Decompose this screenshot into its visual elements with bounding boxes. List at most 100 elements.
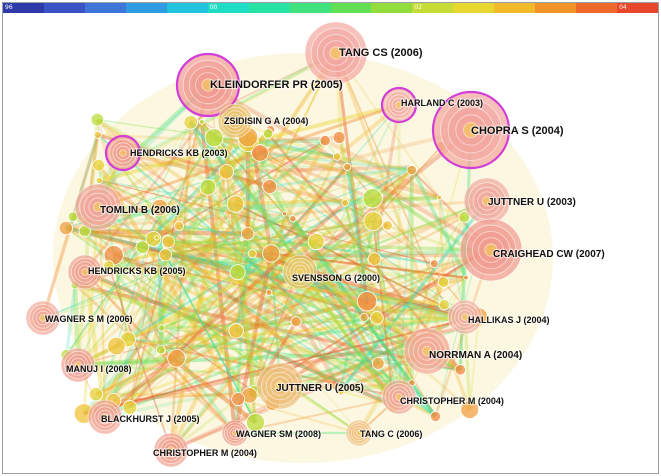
minor-node[interactable] bbox=[436, 195, 442, 201]
minor-node[interactable] bbox=[156, 344, 166, 355]
minor-node[interactable] bbox=[336, 387, 345, 396]
minor-node[interactable] bbox=[290, 316, 302, 328]
citation-edge bbox=[111, 186, 210, 402]
node-tang-c-2006[interactable] bbox=[345, 419, 373, 447]
minor-node[interactable] bbox=[343, 162, 352, 171]
node-ring bbox=[93, 201, 104, 212]
node-ring bbox=[461, 313, 469, 321]
minor-node[interactable] bbox=[58, 221, 74, 236]
minor-node[interactable] bbox=[307, 233, 325, 251]
citation-edge bbox=[113, 253, 297, 324]
minor-node[interactable] bbox=[204, 128, 224, 148]
node-juttner-u-2003[interactable] bbox=[463, 177, 511, 225]
minor-node[interactable] bbox=[245, 412, 265, 432]
minor-node[interactable] bbox=[161, 235, 175, 249]
citation-edge bbox=[128, 252, 254, 409]
citation-edge bbox=[108, 265, 238, 273]
minor-node[interactable] bbox=[454, 364, 467, 376]
minor-node[interactable] bbox=[90, 112, 105, 127]
node-christopher-m-2004a[interactable] bbox=[381, 379, 417, 415]
minor-node[interactable] bbox=[281, 211, 288, 217]
minor-node[interactable] bbox=[262, 128, 274, 139]
node-hendricks-kb-2005[interactable] bbox=[67, 254, 103, 290]
citation-edge bbox=[235, 299, 368, 333]
minor-node[interactable] bbox=[150, 198, 169, 217]
citation-edge bbox=[398, 216, 466, 398]
minor-node[interactable] bbox=[265, 289, 273, 296]
minor-node[interactable] bbox=[229, 264, 246, 281]
node-blackhurst-j-2005[interactable] bbox=[87, 399, 123, 435]
node-hendricks-kb-2003[interactable] bbox=[104, 134, 142, 172]
node-christopher-m-2004b[interactable] bbox=[153, 432, 189, 468]
minor-node[interactable] bbox=[262, 179, 278, 195]
minor-node[interactable] bbox=[226, 195, 245, 213]
minor-node[interactable] bbox=[371, 356, 385, 370]
minor-node[interactable] bbox=[458, 211, 471, 223]
minor-node[interactable] bbox=[370, 311, 384, 325]
minor-node[interactable] bbox=[103, 260, 115, 272]
minor-node[interactable] bbox=[251, 144, 269, 162]
node-craighead-cw-2007[interactable] bbox=[459, 218, 523, 282]
year-color-segment bbox=[576, 3, 618, 13]
node-wagner-sm-2006[interactable] bbox=[25, 300, 61, 336]
minor-node[interactable] bbox=[367, 252, 382, 266]
minor-node[interactable] bbox=[437, 276, 450, 288]
minor-node[interactable] bbox=[92, 158, 105, 172]
node-tang-cs-2006[interactable] bbox=[304, 21, 368, 85]
minor-node[interactable] bbox=[356, 291, 378, 312]
minor-node[interactable] bbox=[93, 131, 102, 139]
minor-node[interactable] bbox=[240, 226, 255, 241]
minor-node[interactable] bbox=[198, 118, 205, 125]
minor-node[interactable] bbox=[173, 220, 184, 231]
minor-node[interactable] bbox=[463, 274, 469, 281]
minor-node[interactable] bbox=[135, 240, 150, 255]
node-hallikas-j-2004[interactable] bbox=[447, 299, 483, 335]
minor-node[interactable] bbox=[333, 152, 342, 161]
minor-node[interactable] bbox=[362, 188, 383, 209]
citation-edge bbox=[339, 216, 465, 392]
node-kleindorfer-pr-2005[interactable] bbox=[175, 52, 241, 118]
citation-edge bbox=[339, 199, 489, 393]
minor-node[interactable] bbox=[88, 387, 104, 402]
citation-edge bbox=[235, 275, 467, 334]
node-norrman-a-2004[interactable] bbox=[403, 327, 451, 375]
node-harland-c-2003[interactable] bbox=[380, 86, 418, 124]
citation-edge bbox=[247, 141, 435, 265]
minor-node[interactable] bbox=[262, 244, 281, 263]
minor-node[interactable] bbox=[231, 392, 246, 407]
node-manuj-i-2008[interactable] bbox=[60, 347, 96, 383]
minor-node[interactable] bbox=[167, 348, 186, 368]
node-zsidisin-ga-2004[interactable] bbox=[217, 103, 253, 139]
minor-node[interactable] bbox=[289, 215, 297, 223]
minor-node[interactable] bbox=[157, 324, 166, 332]
citation-edge bbox=[247, 213, 287, 396]
minor-node[interactable] bbox=[199, 178, 217, 196]
minor-node[interactable] bbox=[359, 312, 369, 322]
minor-node[interactable] bbox=[228, 323, 244, 339]
node-wagner-sm-2008[interactable] bbox=[221, 419, 249, 447]
minor-node[interactable] bbox=[122, 400, 138, 415]
node-ring bbox=[296, 268, 304, 276]
minor-node[interactable] bbox=[438, 299, 450, 311]
minor-node[interactable] bbox=[363, 211, 384, 231]
minor-node[interactable] bbox=[429, 259, 439, 268]
minor-node[interactable] bbox=[319, 135, 331, 147]
minor-node[interactable] bbox=[95, 176, 103, 184]
node-chopra-s-2004[interactable] bbox=[431, 90, 511, 170]
node-juttner-u-2005[interactable] bbox=[256, 362, 304, 410]
minor-node[interactable] bbox=[406, 164, 417, 176]
node-tomlin-b-2006[interactable] bbox=[74, 183, 122, 231]
minor-node[interactable] bbox=[158, 248, 172, 262]
minor-node[interactable] bbox=[382, 220, 393, 231]
minor-node[interactable] bbox=[332, 131, 346, 144]
minor-node[interactable] bbox=[183, 115, 198, 130]
node-svensson-g-2000[interactable] bbox=[282, 254, 318, 290]
minor-node[interactable] bbox=[429, 410, 441, 422]
minor-node[interactable] bbox=[460, 400, 480, 419]
citation-edge bbox=[42, 166, 413, 319]
minor-node[interactable] bbox=[154, 235, 160, 241]
minor-node[interactable] bbox=[341, 199, 350, 207]
minor-node[interactable] bbox=[247, 249, 257, 259]
minor-node[interactable] bbox=[107, 336, 126, 356]
minor-node[interactable] bbox=[218, 164, 235, 180]
